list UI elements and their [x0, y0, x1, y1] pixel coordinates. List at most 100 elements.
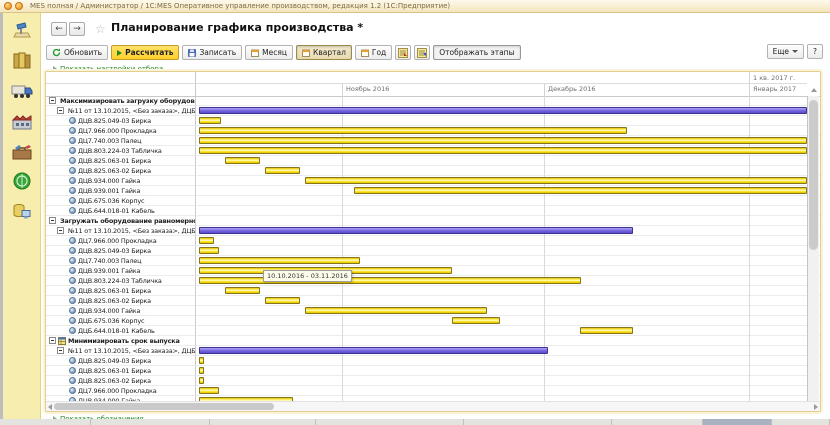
show-stages-toggle[interactable]: Отображать этапы — [433, 45, 521, 60]
vertical-scroll-thumb[interactable] — [809, 100, 818, 250]
operation-gantt-bar[interactable] — [265, 297, 300, 304]
help-button[interactable]: ? — [807, 44, 823, 59]
calculate-button[interactable]: Рассчитать — [111, 45, 180, 60]
tree-order-node[interactable]: №11 от 13.10.2015, <Без заказа>, ДЦБ.644… — [46, 346, 196, 356]
tree-item-node[interactable]: ДЦ7.740.003 Палец — [46, 256, 196, 266]
order-gantt-bar[interactable] — [199, 107, 807, 114]
operation-gantt-bar[interactable] — [452, 317, 500, 324]
tree-order-node[interactable]: №11 от 13.10.2015, <Без заказа>, ДЦБ.644… — [46, 106, 196, 116]
collapse-expander-icon[interactable] — [57, 107, 64, 114]
tree-item-node[interactable]: ДЦВ.825.063-01 Бирка — [46, 156, 196, 166]
scroll-left-icon[interactable] — [48, 404, 52, 410]
sidebar-item-production[interactable] — [10, 110, 34, 132]
scroll-up-icon[interactable] — [811, 88, 817, 92]
operation-gantt-bar[interactable] — [199, 237, 214, 244]
vertical-scrollbar[interactable] — [807, 88, 819, 401]
scale-year-button[interactable]: Год — [354, 45, 393, 60]
tree-item-node[interactable]: ДЦ7.740.003 Палец — [46, 136, 196, 146]
collapse-all-button[interactable] — [414, 45, 431, 60]
operation-gantt-bar[interactable] — [199, 257, 360, 264]
scale-quarter-button[interactable]: Квартал — [296, 45, 352, 60]
sidebar-item-repairs[interactable] — [10, 140, 34, 162]
sidebar-item-administration[interactable] — [10, 200, 34, 222]
operation-gantt-bar[interactable] — [199, 137, 807, 144]
window-minimize-button[interactable] — [15, 2, 23, 10]
sidebar-item-finance[interactable] — [10, 170, 34, 192]
operation-gantt-bar[interactable] — [199, 117, 221, 124]
tree-item-node[interactable]: ДЦВ.825.049-03 Бирка — [46, 246, 196, 256]
tree-item-node[interactable]: ДЦ7.966.000 Прокладка — [46, 126, 196, 136]
operation-gantt-bar[interactable] — [225, 287, 260, 294]
operation-gantt-bar[interactable] — [225, 157, 260, 164]
more-button[interactable]: Еще — [766, 44, 805, 59]
back-button[interactable]: ← — [51, 22, 67, 36]
tree-item-node[interactable]: ДЦВ.939.001 Гайка — [46, 186, 196, 196]
tree-item-node[interactable]: ДЦВ.803.224-03 Табличка — [46, 146, 196, 156]
tree-item-node[interactable]: ДЦВ.934.000 Гайка — [46, 306, 196, 316]
order-gantt-bar[interactable] — [199, 227, 633, 234]
tree-section-node[interactable]: Загружать оборудование равномерно — [46, 216, 196, 226]
operation-gantt-bar[interactable] — [354, 187, 807, 194]
operation-gantt-bar[interactable] — [199, 247, 219, 254]
sidebar-item-desktop[interactable] — [10, 20, 34, 42]
tree-item-node[interactable]: ДЦБ.675.036 Корпус — [46, 196, 196, 206]
save-button[interactable]: Записать — [182, 45, 243, 60]
sidebar-item-master-data[interactable] — [10, 50, 34, 72]
collapse-expander-icon[interactable] — [49, 217, 56, 224]
tree-item-node[interactable]: ДЦ7.966.000 Прокладка — [46, 236, 196, 246]
operation-gantt-bar[interactable] — [305, 307, 487, 314]
horizontal-scrollbar[interactable] — [46, 401, 820, 411]
scale-month-button[interactable]: Месяц — [245, 45, 293, 60]
window-menu-button[interactable] — [4, 2, 12, 10]
collapse-expander-icon[interactable] — [57, 227, 64, 234]
tree-item-node[interactable]: ДЦВ.825.063-01 Бирка — [46, 366, 196, 376]
gear-icon — [69, 357, 76, 364]
tree-item-node[interactable]: ДЦВ.803.224-03 Табличка — [46, 276, 196, 286]
operation-gantt-bar[interactable] — [199, 147, 807, 154]
gear-icon — [69, 387, 76, 394]
operation-gantt-bar[interactable] — [265, 167, 300, 174]
tree-node-label: ДЦВ.825.063-02 Бирка — [78, 166, 151, 175]
tree-item-node[interactable]: ДЦВ.825.049-03 Бирка — [46, 356, 196, 366]
chevron-down-icon — [792, 50, 799, 53]
tree-item-node[interactable]: ДЦВ.934.000 Гайка — [46, 396, 196, 401]
tree-item-node[interactable]: ДЦВ.825.063-02 Бирка — [46, 296, 196, 306]
operation-gantt-bar[interactable] — [580, 327, 633, 334]
show-filter-settings-link[interactable]: Показать настройки отбора — [53, 65, 163, 73]
order-gantt-bar[interactable] — [199, 347, 548, 354]
horizontal-scroll-thumb[interactable] — [54, 403, 274, 410]
tree-item-node[interactable]: ДЦВ.939.001 Гайка — [46, 266, 196, 276]
expand-all-button[interactable] — [395, 45, 412, 60]
favorite-star-icon[interactable]: ☆ — [95, 22, 106, 36]
tree-item-node[interactable]: ДЦБ.644.018-01 Кабель — [46, 326, 196, 336]
operation-gantt-bar[interactable] — [199, 357, 204, 364]
refresh-button[interactable]: Обновить — [46, 45, 109, 60]
tree-item-node[interactable]: ДЦВ.825.063-01 Бирка — [46, 286, 196, 296]
forward-button[interactable]: → — [69, 22, 85, 36]
tree-item-node[interactable]: ДЦВ.934.000 Гайка — [46, 176, 196, 186]
tree-item-node[interactable]: ДЦ7.966.000 Прокладка — [46, 386, 196, 396]
operation-gantt-bar[interactable] — [199, 387, 219, 394]
sidebar-item-sales-logistics[interactable] — [10, 80, 34, 102]
tree-section-node[interactable]: Максимизировать загрузку оборудования — [46, 96, 196, 106]
operation-gantt-bar[interactable] — [199, 127, 627, 134]
operation-gantt-bar[interactable] — [199, 367, 204, 374]
scroll-right-icon[interactable] — [814, 404, 818, 410]
tree-item-node[interactable]: ДЦБ.675.036 Корпус — [46, 316, 196, 326]
tree-item-node[interactable]: ДЦВ.825.063-02 Бирка — [46, 166, 196, 176]
operation-gantt-bar[interactable] — [199, 377, 204, 384]
tree-item-node[interactable]: ДЦБ.644.018-01 Кабель — [46, 206, 196, 216]
collapse-expander-icon[interactable] — [49, 337, 56, 344]
collapse-expander-icon[interactable] — [49, 97, 56, 104]
operation-gantt-bar[interactable] — [305, 177, 807, 184]
tree-section-node[interactable]: Минимизировать срок выпуска — [46, 336, 196, 346]
tree-item-node[interactable]: ДЦВ.825.049-03 Бирка — [46, 116, 196, 126]
collapse-expander-icon[interactable] — [57, 347, 64, 354]
tree-order-node[interactable]: №11 от 13.10.2015, <Без заказа>, ДЦБ.644… — [46, 226, 196, 236]
operation-gantt-bar[interactable] — [199, 397, 293, 401]
operation-gantt-bar[interactable] — [199, 277, 581, 284]
gantt-row-chart — [196, 146, 820, 156]
month-gridline — [749, 83, 750, 96]
tree-item-node[interactable]: ДЦВ.825.063-02 Бирка — [46, 376, 196, 386]
gantt-row: ДЦВ.803.224-03 Табличка — [46, 276, 820, 286]
